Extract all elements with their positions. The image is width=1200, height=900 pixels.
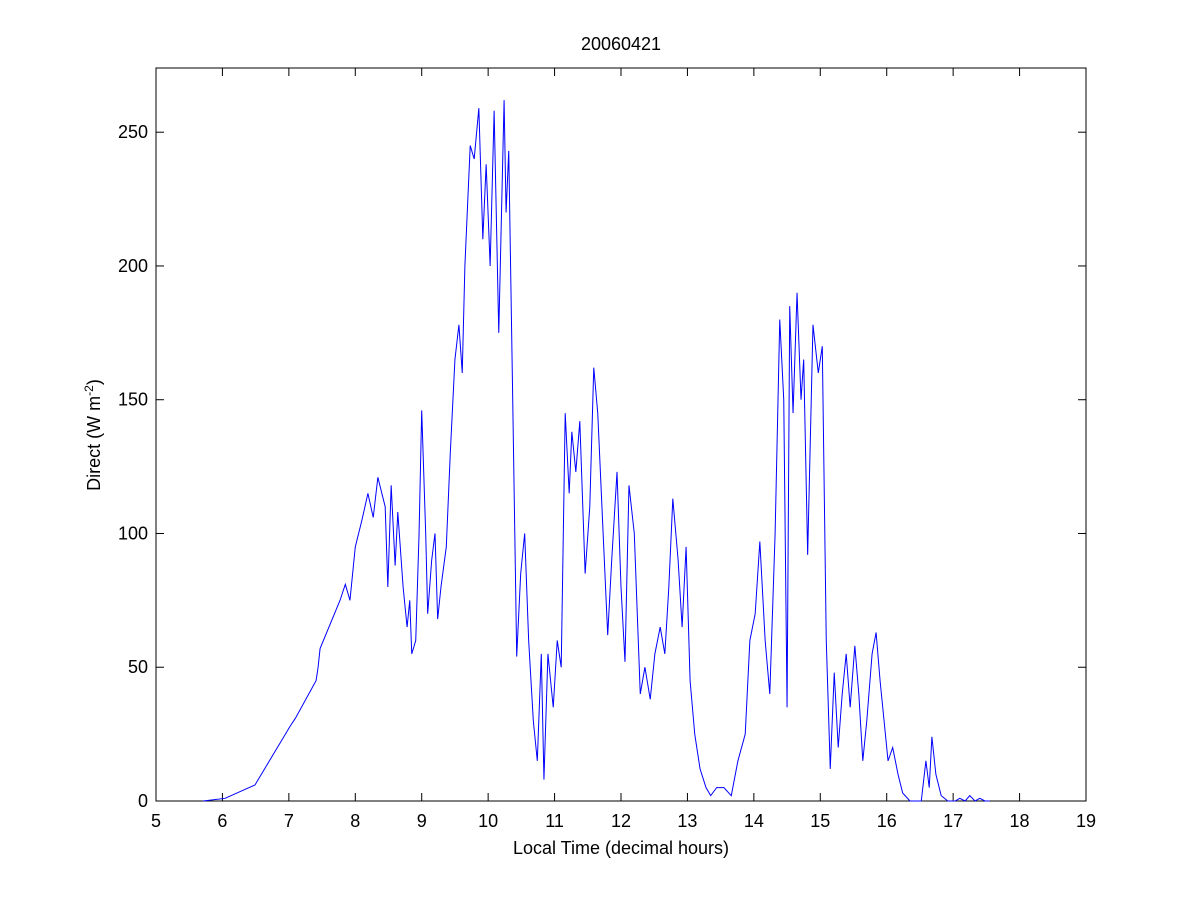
- y-tick-label: 100: [118, 523, 148, 543]
- x-tick-label: 9: [417, 811, 427, 831]
- x-tick-label: 10: [478, 811, 498, 831]
- y-label-part: Direct (W m: [84, 396, 104, 491]
- x-tick-label: 12: [611, 811, 631, 831]
- x-tick-label: 16: [877, 811, 897, 831]
- y-tick-label: 250: [118, 122, 148, 142]
- x-tick-label: 5: [151, 811, 161, 831]
- x-tick-label: 13: [677, 811, 697, 831]
- x-tick-label: 7: [284, 811, 294, 831]
- y-tick-label: 50: [128, 657, 148, 677]
- x-tick-label: 14: [744, 811, 764, 831]
- y-tick-label: 0: [138, 791, 148, 811]
- x-tick-label: 18: [1010, 811, 1030, 831]
- x-tick-label: 6: [217, 811, 227, 831]
- x-tick-label: 11: [545, 811, 564, 831]
- x-tick-label: 8: [350, 811, 360, 831]
- y-axis-label: Direct (W m-2): [82, 379, 104, 491]
- y-tick-label: 200: [118, 256, 148, 276]
- y-label-part: ): [84, 379, 104, 385]
- data-line: [203, 100, 990, 802]
- x-axis-label: Local Time (decimal hours): [513, 838, 729, 858]
- chart-title: 20060421: [581, 34, 661, 54]
- x-tick-label: 15: [810, 811, 830, 831]
- x-tick-label: 19: [1076, 811, 1096, 831]
- x-tick-label: 17: [943, 811, 963, 831]
- y-tick-label: 150: [118, 390, 148, 410]
- y-label-sup: -2: [82, 385, 96, 396]
